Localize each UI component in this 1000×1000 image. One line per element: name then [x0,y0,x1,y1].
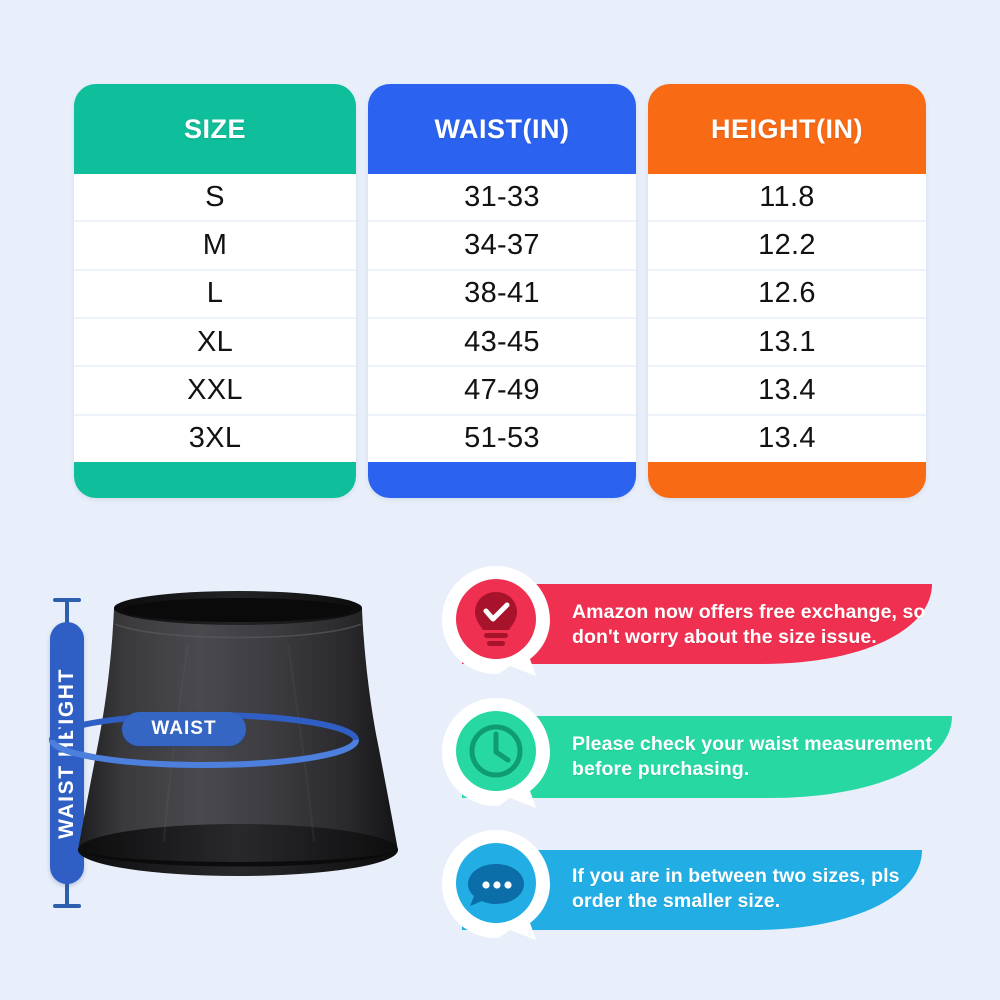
gauge-cap-top-icon [53,598,81,602]
callout-item: Amazon now offers free exchange, so don'… [432,560,988,680]
callout-badge [440,564,552,680]
badge-shape [442,830,550,940]
ribbon-shape-red [462,584,932,664]
callout-text: Please check your waist measurement befo… [572,733,933,780]
waist-label: WAIST [151,718,217,739]
callout-item: Please check your waist measurement befo… [432,692,988,812]
ribbon-shape-green [462,716,952,798]
table-cell: 13.4 [648,415,926,462]
table-cell: M [74,222,356,271]
table-column-size: SIZE S M L XL XXL 3XL [74,84,356,498]
clock-icon [469,724,523,778]
column-header-waist: WAIST(IN) [434,113,570,144]
belt-svg [78,591,398,876]
belt-top-inner [123,598,353,622]
column-body-height: 11.8 12.2 12.6 13.1 13.4 13.4 [648,174,926,498]
callout-text: If you are in between two sizes, pls ord… [572,865,900,912]
table-cell: 12.6 [648,270,926,319]
table-cell: 51-53 [368,415,636,462]
table-cell: S [74,174,356,223]
table-cell: 11.8 [648,174,926,223]
badge-shape [442,698,550,808]
ribbon-body [462,584,932,664]
chat-bubble-icon [468,864,524,906]
belt-top-seam [114,623,362,639]
product-illustration: WAIST HEIGHT [12,560,432,980]
ribbon-body [462,716,952,798]
table-column-height: HEIGHT(IN) 11.8 12.2 12.6 13.1 13.4 13.4 [648,84,926,498]
table-cell: 47-49 [368,367,636,416]
table-cell: 13.1 [648,318,926,368]
belt-bottom-flare [78,824,398,876]
gauge-cap-bottom-icon [53,904,81,908]
table-cell: XL [74,318,356,368]
badge-shape [442,566,550,676]
callout-text: Amazon now offers free exchange, so don'… [572,601,926,648]
column-header-height: HEIGHT(IN) [711,113,863,144]
table-cell: 13.4 [648,367,926,416]
table-column-waist: WAIST(IN) 31-33 34-37 38-41 43-45 47-49 … [368,84,636,498]
lightbulb-check-icon [475,592,517,646]
table-cell: 34-37 [368,222,636,271]
size-chart-table: SIZE S M L XL XXL 3XL WAIST(IN) 31-33 34… [74,84,928,498]
callout-item: If you are in between two sizes, pls ord… [432,824,988,944]
table-cell: 3XL [74,415,356,462]
table-cell: 43-45 [368,318,636,368]
ribbon-fold [462,584,932,598]
callout-badge [440,696,552,812]
table-cell: XXL [74,367,356,416]
table-cell: 38-41 [368,270,636,319]
waist-label-pill: WAIST [122,712,246,746]
column-header-size: SIZE [183,113,246,144]
waist-belt-image [68,584,408,904]
callout-badge [440,828,552,944]
table-cell: L [74,270,356,319]
ribbon-body [462,850,922,930]
ribbon-shape-blue [462,850,922,930]
table-cell: 31-33 [368,174,636,223]
column-body-size: S M L XL XXL 3XL [74,174,356,498]
belt-bottom-edge [78,850,398,867]
column-body-waist: 31-33 34-37 38-41 43-45 47-49 51-53 [368,174,636,498]
callout-list: Amazon now offers free exchange, so don'… [432,552,988,972]
table-cell: 12.2 [648,222,926,271]
